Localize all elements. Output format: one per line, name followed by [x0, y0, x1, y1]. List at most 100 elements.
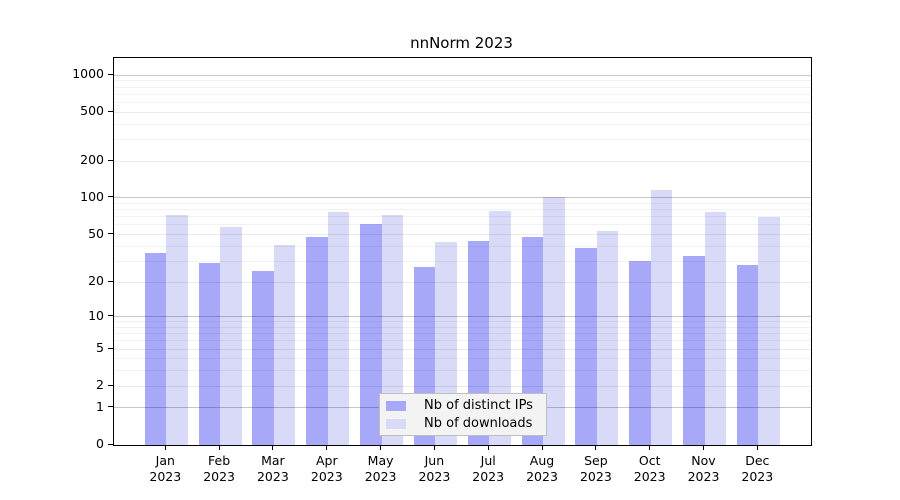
- x-tick-mark: [164, 445, 166, 450]
- y-tick-mark: [108, 233, 113, 234]
- legend-swatch-distinct-ips: [386, 400, 406, 411]
- legend-item-downloads: Nb of downloads: [386, 415, 546, 431]
- y-tick-label: 0: [96, 436, 104, 451]
- gridline: [114, 216, 811, 218]
- x-tick-mark: [649, 445, 651, 450]
- gridline: [114, 101, 811, 103]
- bar-downloads-sep: [596, 231, 619, 445]
- x-tick-mark: [541, 445, 543, 450]
- legend-label-downloads: Nb of downloads: [424, 415, 533, 431]
- bar-downloads-apr: [327, 212, 350, 445]
- y-tick-mark: [108, 315, 113, 317]
- bar-downloads-jul: [489, 211, 511, 445]
- y-tick-label: 2: [96, 377, 104, 393]
- y-tick-mark: [108, 280, 113, 282]
- x-tick-label-may: May 2023: [364, 453, 397, 484]
- legend-label-distinct-ips: Nb of distinct IPs: [424, 397, 533, 413]
- y-tick-mark: [108, 443, 113, 445]
- y-tick-mark: [108, 406, 113, 408]
- x-tick-mark: [433, 445, 435, 450]
- gridline: [114, 74, 811, 76]
- y-tick-mark: [108, 196, 113, 198]
- gridline: [114, 209, 811, 211]
- gridline: [114, 138, 811, 140]
- gridline: [114, 93, 811, 95]
- bar-distinct-ips-mar: [252, 270, 274, 445]
- x-tick-mark: [756, 445, 758, 450]
- bar-distinct-ips-oct: [629, 261, 651, 445]
- gridline: [114, 333, 811, 335]
- x-tick-label-jan: Jan 2023: [149, 453, 182, 484]
- chart-title: nnNorm 2023: [410, 34, 513, 52]
- legend-item-distinct-ips: Nb of distinct IPs: [386, 397, 546, 413]
- y-tick-mark: [108, 384, 113, 386]
- bar-downloads-mar: [273, 244, 296, 445]
- gridline: [114, 123, 811, 125]
- legend-swatch-downloads: [386, 418, 406, 429]
- bar-downloads-dec: [758, 216, 780, 445]
- x-tick-label-mar: Mar 2023: [256, 453, 289, 484]
- gridline: [114, 316, 811, 318]
- x-tick-label-jul: Jul 2023: [472, 453, 505, 484]
- y-tick-label: 200: [80, 152, 104, 167]
- y-tick-label: 10: [88, 307, 104, 323]
- bar-distinct-ips-sep: [575, 247, 597, 445]
- x-tick-mark: [326, 445, 328, 450]
- x-tick-label-sep: Sep 2023: [579, 453, 612, 484]
- bar-downloads-may: [381, 214, 404, 445]
- x-tick-label-aug: Aug 2023: [526, 453, 558, 484]
- x-tick-mark: [272, 445, 274, 450]
- x-tick-label-feb: Feb 2023: [203, 453, 235, 484]
- gridline: [114, 80, 811, 82]
- y-tick-mark: [108, 347, 113, 349]
- gridline: [114, 281, 811, 283]
- gridline: [114, 370, 811, 372]
- gridline: [114, 160, 811, 162]
- bar-distinct-ips-aug: [521, 236, 544, 445]
- y-tick-label: 1: [96, 398, 104, 414]
- gridline: [114, 245, 811, 247]
- bar-distinct-ips-feb: [198, 262, 221, 445]
- x-tick-mark: [218, 445, 220, 450]
- plot-area: [113, 57, 812, 446]
- gridline: [114, 340, 811, 342]
- bar-downloads-nov: [704, 212, 726, 445]
- bar-downloads-oct: [650, 189, 673, 445]
- x-tick-mark: [703, 445, 704, 450]
- gridline: [114, 260, 811, 262]
- gridline: [114, 86, 811, 88]
- x-tick-label-oct: Oct 2023: [633, 453, 666, 484]
- bar-distinct-ips-apr: [306, 236, 328, 445]
- gridline: [114, 224, 811, 226]
- y-tick-mark: [108, 159, 113, 161]
- y-tick-label: 100: [80, 188, 104, 204]
- gridline: [114, 358, 811, 360]
- x-tick-label-dec: Dec 2023: [741, 453, 774, 484]
- x-tick-label-jun: Jun 2023: [418, 453, 451, 484]
- bar-distinct-ips-jan: [144, 253, 167, 445]
- y-tick-label: 50: [88, 225, 104, 241]
- gridline: [114, 348, 811, 350]
- y-tick-label: 1000: [72, 66, 104, 82]
- bar-downloads-jan: [166, 215, 188, 445]
- gridline: [114, 111, 811, 113]
- bar-distinct-ips-nov: [683, 256, 705, 445]
- bar-distinct-ips-dec: [736, 264, 759, 445]
- x-tick-mark: [595, 445, 597, 450]
- y-tick-mark: [108, 73, 113, 75]
- gridline: [114, 385, 811, 387]
- x-tick-mark: [380, 445, 382, 450]
- y-tick-label: 5: [96, 340, 104, 356]
- gridline: [114, 326, 811, 328]
- gridline: [114, 197, 811, 199]
- gridline: [114, 321, 811, 323]
- bar-downloads-aug: [543, 196, 565, 445]
- y-tick-label: 500: [80, 103, 104, 119]
- x-tick-label-apr: Apr 2023: [310, 453, 343, 484]
- gridline: [114, 203, 811, 204]
- gridline: [114, 234, 811, 235]
- x-tick-mark: [487, 445, 489, 450]
- y-tick-mark: [108, 110, 113, 112]
- bar-downloads-feb: [220, 226, 242, 445]
